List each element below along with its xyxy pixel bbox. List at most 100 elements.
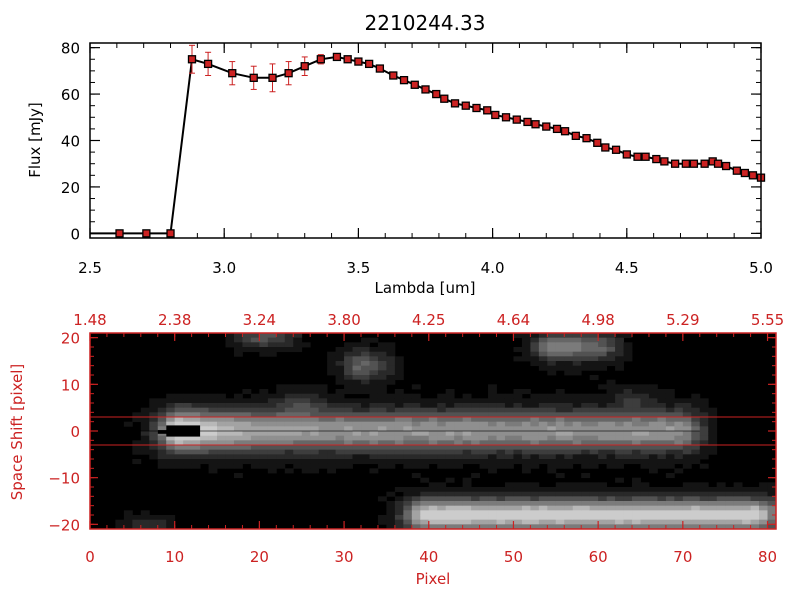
y-tick-label: 60 (61, 86, 80, 104)
image-pixel (284, 468, 294, 474)
image-pixel (598, 417, 608, 423)
image-pixel (344, 445, 353, 451)
image-pixel (200, 398, 209, 404)
image-pixel (513, 403, 523, 409)
image-pixel (606, 510, 616, 516)
image-pixel (674, 407, 684, 413)
image-pixel (462, 501, 472, 507)
image-pixel (369, 370, 379, 376)
image-pixel (132, 519, 142, 525)
image-pixel (564, 417, 574, 423)
pixel-tick-label: 40 (419, 548, 438, 566)
image-pixel (606, 398, 616, 404)
image-pixel (733, 519, 743, 525)
image-pixel (394, 449, 404, 455)
image-pixel (250, 403, 260, 409)
image-pixel (344, 459, 353, 465)
image-pixel (174, 403, 184, 409)
image-pixel (538, 333, 548, 339)
image-pixel (767, 496, 777, 502)
image-pixel (699, 421, 709, 427)
image-pixel (648, 407, 658, 413)
image-pixel (259, 412, 269, 418)
data-point (483, 106, 492, 115)
image-pixel (564, 365, 574, 371)
image-pixel (462, 449, 472, 455)
image-pixel (411, 445, 421, 451)
image-pixel (581, 426, 591, 432)
image-pixel (538, 515, 548, 521)
image-pixel (352, 407, 362, 413)
pixel-tick-label: 10 (165, 548, 184, 566)
image-pixel (174, 407, 184, 413)
image-pixel (632, 477, 641, 483)
data-point (354, 57, 363, 66)
image-pixel (530, 449, 540, 455)
image-pixel (623, 384, 633, 390)
image-pixel (344, 463, 353, 469)
image-pixel (606, 449, 616, 455)
image-pixel (369, 389, 379, 395)
image-pixel (606, 347, 616, 353)
image-pixel (394, 407, 404, 413)
image-pixel (411, 491, 421, 497)
image-pixel (377, 407, 387, 413)
image-pixel (530, 351, 540, 357)
image-pixel (648, 449, 658, 455)
image-pixel (496, 491, 506, 497)
image-panel: 01.48102.38203.24303.80404.25504.64604.9… (8, 311, 784, 588)
y-axis-label: Flux [mJy] (26, 102, 44, 178)
image-pixel (437, 407, 447, 413)
image-pixel (250, 440, 260, 446)
wavelength-tick-label: 3.80 (327, 311, 360, 329)
image-pixel (530, 421, 540, 427)
image-pixel (496, 431, 506, 437)
image-pixel (581, 473, 591, 479)
image-pixel (623, 524, 633, 530)
image-pixel (377, 365, 387, 371)
image-pixel (318, 393, 328, 399)
x-axis-label: Lambda [um] (375, 279, 476, 297)
image-pixel (174, 440, 184, 446)
image-pixel (504, 403, 514, 409)
image-pixel (564, 454, 574, 460)
image-pixel (632, 398, 641, 404)
image-pixel (377, 384, 387, 390)
image-pixel (581, 491, 591, 497)
image-pixel (488, 431, 497, 437)
image-pixel (674, 524, 684, 530)
image-pixel (377, 361, 387, 367)
image-pixel (572, 491, 582, 497)
image-pixel (217, 463, 226, 469)
image-pixel (149, 449, 159, 455)
image-pixel (665, 449, 675, 455)
image-pixel (564, 505, 574, 511)
image-pixel (361, 351, 370, 357)
image-pixel (123, 524, 133, 530)
image-pixel (572, 333, 582, 339)
image-pixel (479, 510, 489, 516)
image-pixel (132, 440, 142, 446)
image-pixel (538, 501, 548, 507)
image-pixel (716, 505, 726, 511)
image-pixel (538, 496, 548, 502)
image-pixel (166, 412, 176, 418)
image-pixel (394, 505, 404, 511)
image-pixel (157, 519, 167, 525)
image-pixel (361, 435, 370, 441)
image-pixel (572, 407, 582, 413)
image-pixel (572, 454, 582, 460)
image-pixel (699, 501, 709, 507)
image-pixel (471, 501, 480, 507)
image-pixel (699, 463, 709, 469)
image-pixel (293, 417, 303, 423)
data-point (560, 127, 570, 136)
image-pixel (682, 519, 692, 525)
image-pixel (352, 440, 362, 446)
image-pixel (691, 412, 701, 418)
image-pixel (538, 351, 548, 357)
image-pixel (454, 403, 464, 409)
image-pixel (386, 491, 396, 497)
image-pixel (665, 519, 675, 525)
image-pixel (598, 337, 608, 343)
